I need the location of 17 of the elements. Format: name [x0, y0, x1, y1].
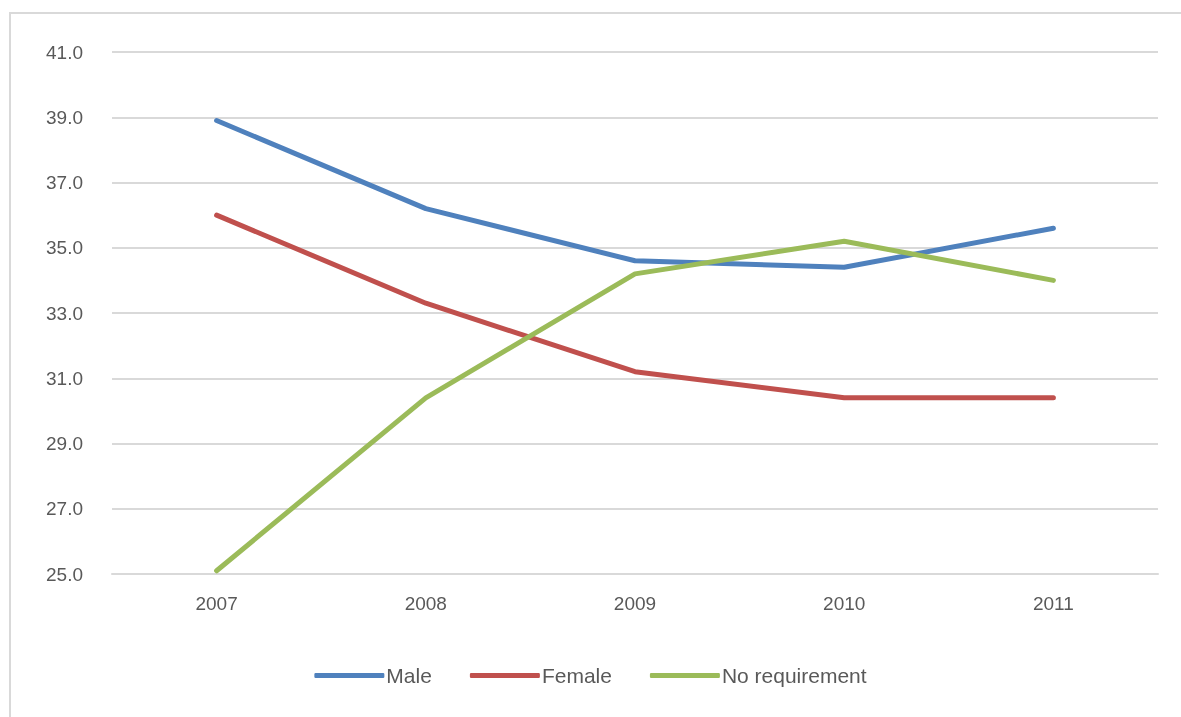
legend-label: Male [386, 664, 432, 687]
x-tick-label: 2007 [195, 593, 238, 614]
x-tick-label: 2011 [1032, 593, 1074, 614]
y-tick-label: 31.0 [46, 367, 83, 389]
y-tick-label: 41.0 [46, 41, 83, 63]
y-tick-label: 37.0 [46, 172, 83, 193]
y-tick-label: 25.0 [46, 563, 83, 585]
legend-label: Female [541, 664, 612, 687]
y-tick-label: 39.0 [46, 106, 83, 128]
y-tick-label: 27.0 [46, 498, 83, 520]
x-tick-label: 2009 [613, 593, 657, 614]
y-tick-label: 29.0 [46, 433, 83, 454]
x-tick-label: 2010 [823, 593, 866, 614]
y-tick-label: 35.0 [46, 237, 83, 259]
legend-label: No requirement [721, 664, 867, 687]
y-tick-label: 33.0 [46, 302, 83, 324]
x-tick-label: 2008 [404, 593, 447, 614]
